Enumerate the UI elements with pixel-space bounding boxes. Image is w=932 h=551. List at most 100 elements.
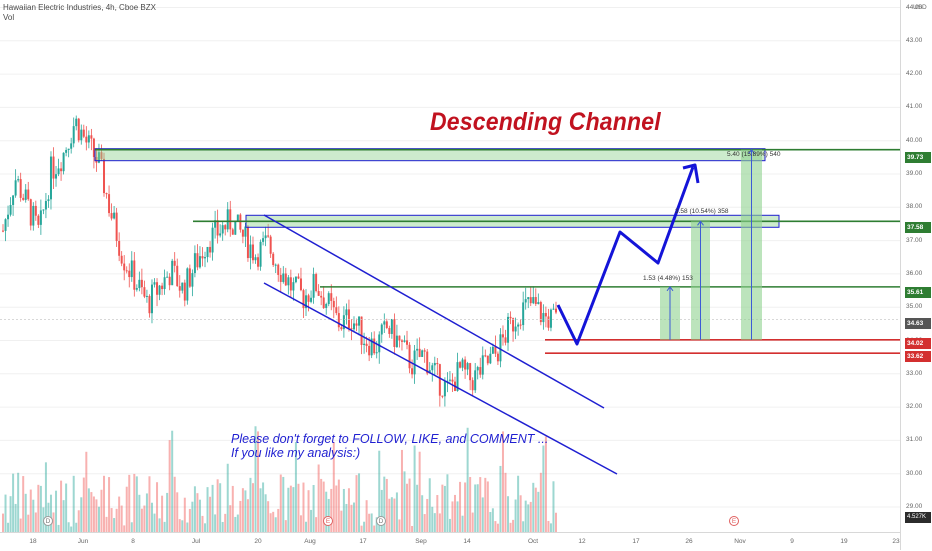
- volume-bar: [118, 496, 121, 532]
- volume-bar: [161, 495, 164, 532]
- volume-bar: [19, 518, 22, 532]
- volume-bar: [254, 426, 257, 532]
- volume-bar: [166, 492, 169, 532]
- dividend-event-icon[interactable]: D: [43, 516, 53, 526]
- candle-body: [52, 156, 55, 179]
- volume-bar: [267, 501, 270, 532]
- time-tick-label: Jul: [191, 538, 201, 545]
- candle-body: [176, 265, 179, 287]
- volume-bar: [340, 510, 343, 532]
- volume-bar: [277, 508, 280, 532]
- volume-bar: [549, 523, 552, 532]
- time-axis[interactable]: [0, 532, 900, 551]
- candle-body: [24, 189, 27, 200]
- volume-bar: [90, 492, 93, 532]
- volume-bar: [486, 481, 489, 532]
- candle-body: [42, 209, 45, 211]
- volume-bar: [509, 522, 512, 532]
- channel-upper-line: [263, 214, 605, 409]
- volume-bar: [406, 483, 409, 532]
- candle-body: [315, 274, 318, 292]
- candle-body: [224, 225, 227, 230]
- candle-body: [514, 326, 517, 332]
- candle-body: [257, 257, 260, 267]
- earnings-event-icon[interactable]: E: [729, 516, 739, 526]
- volume-bar: [128, 474, 131, 532]
- volume-bar: [2, 513, 4, 532]
- volume-bar: [310, 509, 313, 532]
- measure-label-2[interactable]: 3.58 (10.54%) 358: [675, 208, 729, 215]
- candle-body: [413, 350, 416, 375]
- price-tag-last: 34.63: [905, 318, 931, 329]
- volume-bar: [431, 506, 434, 532]
- channel-lower-line: [263, 282, 618, 475]
- volume-bar: [365, 500, 368, 532]
- chart-title-annotation[interactable]: Descending Channel: [430, 108, 661, 136]
- volume-bar: [171, 430, 174, 532]
- volume-bar: [52, 512, 55, 532]
- candle-body: [534, 297, 537, 305]
- message-annotation[interactable]: Please don't forget to FOLLOW, LIKE, and…: [231, 432, 548, 460]
- volume-bar: [17, 472, 20, 532]
- volume-bar: [512, 519, 515, 532]
- volume-bar: [547, 520, 550, 532]
- candle-body: [400, 340, 403, 342]
- candle-body: [97, 152, 100, 163]
- price-axis[interactable]: [900, 0, 932, 550]
- volume-bar: [491, 508, 494, 532]
- time-tick-label: 17: [632, 538, 640, 545]
- candle-body: [322, 297, 325, 309]
- candle-body: [544, 313, 547, 317]
- measure-label-1[interactable]: 1.53 (4.48%) 153: [643, 275, 693, 282]
- candle-body: [221, 225, 224, 234]
- candle-body: [125, 270, 128, 272]
- time-tick-label: 17: [359, 538, 367, 545]
- candle-body: [148, 295, 151, 314]
- volume-bar: [239, 500, 242, 532]
- volume-bar: [156, 482, 159, 532]
- candle-body: [9, 204, 12, 215]
- candle-body: [110, 213, 113, 219]
- measure-label-3[interactable]: 5.40 (15.89%) 540: [727, 151, 781, 158]
- volume-bar: [115, 508, 118, 532]
- volume-bar: [234, 516, 237, 532]
- candle-body: [441, 395, 444, 397]
- price-tick-label: 32.00: [906, 403, 923, 411]
- candle-body: [186, 268, 189, 301]
- volume-bar: [307, 490, 310, 532]
- drawings: [0, 148, 900, 475]
- candle-body: [395, 335, 398, 347]
- candle-body: [161, 285, 164, 290]
- candle-body: [297, 276, 300, 279]
- candle-body: [542, 313, 545, 323]
- candle-body: [302, 290, 305, 309]
- volume-bar: [438, 513, 441, 532]
- volume-bar: [110, 508, 113, 532]
- candle-body: [32, 205, 35, 226]
- price-tick-label: 33.00: [906, 369, 923, 377]
- candle-body: [120, 255, 123, 264]
- dividend-event-icon[interactable]: D: [376, 516, 386, 526]
- volume-bar: [469, 476, 472, 532]
- volume-bar: [7, 522, 10, 532]
- earnings-event-icon[interactable]: E: [323, 516, 333, 526]
- candle-body: [448, 379, 451, 381]
- candle-body: [512, 318, 515, 332]
- candle-body: [552, 308, 555, 310]
- volume-bar: [214, 514, 217, 532]
- candle-body: [428, 370, 431, 374]
- volume-bar: [148, 476, 151, 532]
- candle-body: [19, 179, 22, 198]
- symbol-legend[interactable]: Hawaiian Electric Industries, 4h, Cboe B…: [3, 3, 156, 12]
- price-tick-label: 41.00: [906, 103, 923, 111]
- candle-body: [229, 209, 232, 230]
- volume-bar: [85, 451, 88, 532]
- volume-legend[interactable]: Vol: [3, 13, 15, 22]
- candle-body: [527, 297, 530, 300]
- volume-bar: [532, 482, 535, 532]
- volume-bar: [257, 431, 260, 532]
- candle-body: [327, 293, 330, 305]
- candle-body: [128, 270, 131, 278]
- candle-body: [461, 359, 464, 368]
